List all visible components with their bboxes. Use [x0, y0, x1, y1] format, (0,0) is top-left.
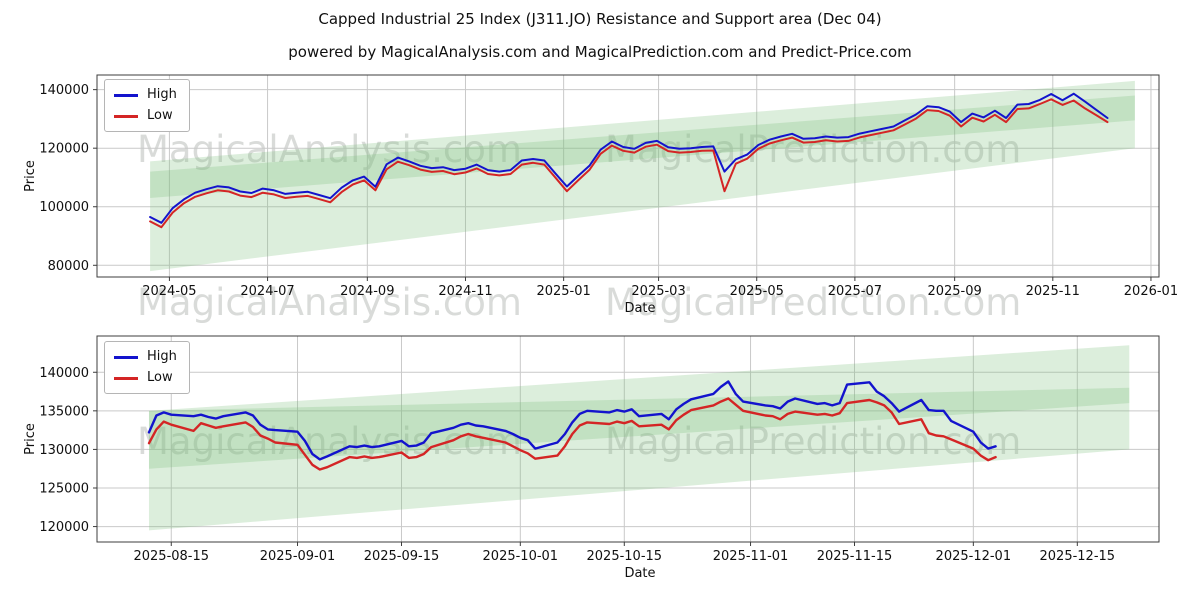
x-tick-label: 2025-11-15	[817, 549, 893, 564]
legend-item-high: High	[114, 88, 177, 102]
y-tick-label: 100000	[39, 200, 89, 215]
x-tick-label: 2025-09-01	[260, 549, 336, 564]
x-tick-label: 2024-09	[340, 284, 394, 299]
x-tick-label: 2025-12-15	[1040, 549, 1116, 564]
high-price-line	[149, 92, 1109, 224]
support-resistance-band	[150, 80, 1135, 198]
x-tick-label: 2025-01	[536, 284, 590, 299]
legend-item-low: Low	[114, 109, 177, 123]
low-line-swatch	[114, 376, 138, 380]
x-tick-label: 2025-08-15	[133, 549, 209, 564]
plot-border	[96, 74, 1160, 278]
legend-high-label: High	[147, 87, 177, 102]
x-axis-label: Date	[624, 301, 655, 316]
legend-top-chart: High Low	[104, 79, 190, 132]
legend-item-low: Low	[114, 371, 177, 385]
y-tick-label: 135000	[39, 404, 89, 419]
watermark-analysis: MagicalAnalysis.com	[137, 128, 522, 171]
x-tick-label: 2025-09-15	[364, 549, 440, 564]
y-tick-label: 140000	[39, 366, 89, 381]
y-axis-label: Price	[23, 423, 38, 455]
chart-subtitle: powered by MagicalAnalysis.com and Magic…	[288, 43, 912, 61]
y-tick-label: 125000	[39, 481, 89, 496]
high-price-line	[147, 380, 997, 461]
support-resistance-band	[148, 387, 1130, 531]
x-tick-label: 2025-11	[1026, 284, 1080, 299]
high-line-swatch	[114, 355, 138, 359]
low-price-line	[147, 397, 997, 471]
x-tick-label: 2024-11	[438, 284, 492, 299]
high-line-swatch	[114, 93, 138, 97]
x-tick-label: 2025-10-01	[483, 549, 559, 564]
watermark-prediction: MagicalPrediction.com	[605, 420, 1022, 463]
legend-low-label: Low	[147, 108, 173, 123]
legend-item-high: High	[114, 350, 177, 364]
low-line-swatch	[114, 114, 138, 118]
watermark-analysis: MagicalAnalysis.com	[137, 281, 522, 324]
x-tick-label: 2024-05	[142, 284, 196, 299]
x-tick-label: 2025-07	[828, 284, 882, 299]
x-tick-label: 2024-07	[240, 284, 294, 299]
watermark-prediction: MagicalPrediction.com	[605, 281, 1022, 324]
y-axis-label: Price	[23, 160, 38, 192]
watermark-prediction: MagicalPrediction.com	[605, 128, 1022, 171]
low-price-line	[149, 98, 1109, 229]
y-tick-label: 120000	[39, 142, 89, 157]
support-resistance-band	[150, 95, 1135, 272]
x-tick-label: 2025-05	[730, 284, 784, 299]
chart-title: Capped Industrial 25 Index (J311.JO) Res…	[318, 10, 882, 28]
legend-bottom-chart: High Low	[104, 341, 190, 394]
y-tick-label: 130000	[39, 443, 89, 458]
x-tick-label: 2025-11-01	[713, 549, 789, 564]
legend-high-label: High	[147, 349, 177, 364]
plot-border	[96, 335, 1160, 543]
support-resistance-band	[148, 345, 1130, 469]
x-axis-label: Date	[624, 566, 655, 581]
y-tick-label: 120000	[39, 520, 89, 535]
x-tick-label: 2026-01	[1124, 284, 1178, 299]
x-tick-label: 2025-10-15	[587, 549, 663, 564]
x-tick-label: 2025-09	[927, 284, 981, 299]
x-tick-label: 2025-12-01	[936, 549, 1012, 564]
y-tick-label: 80000	[48, 259, 89, 274]
legend-low-label: Low	[147, 370, 173, 385]
x-tick-label: 2025-03	[631, 284, 685, 299]
y-tick-label: 140000	[39, 83, 89, 98]
